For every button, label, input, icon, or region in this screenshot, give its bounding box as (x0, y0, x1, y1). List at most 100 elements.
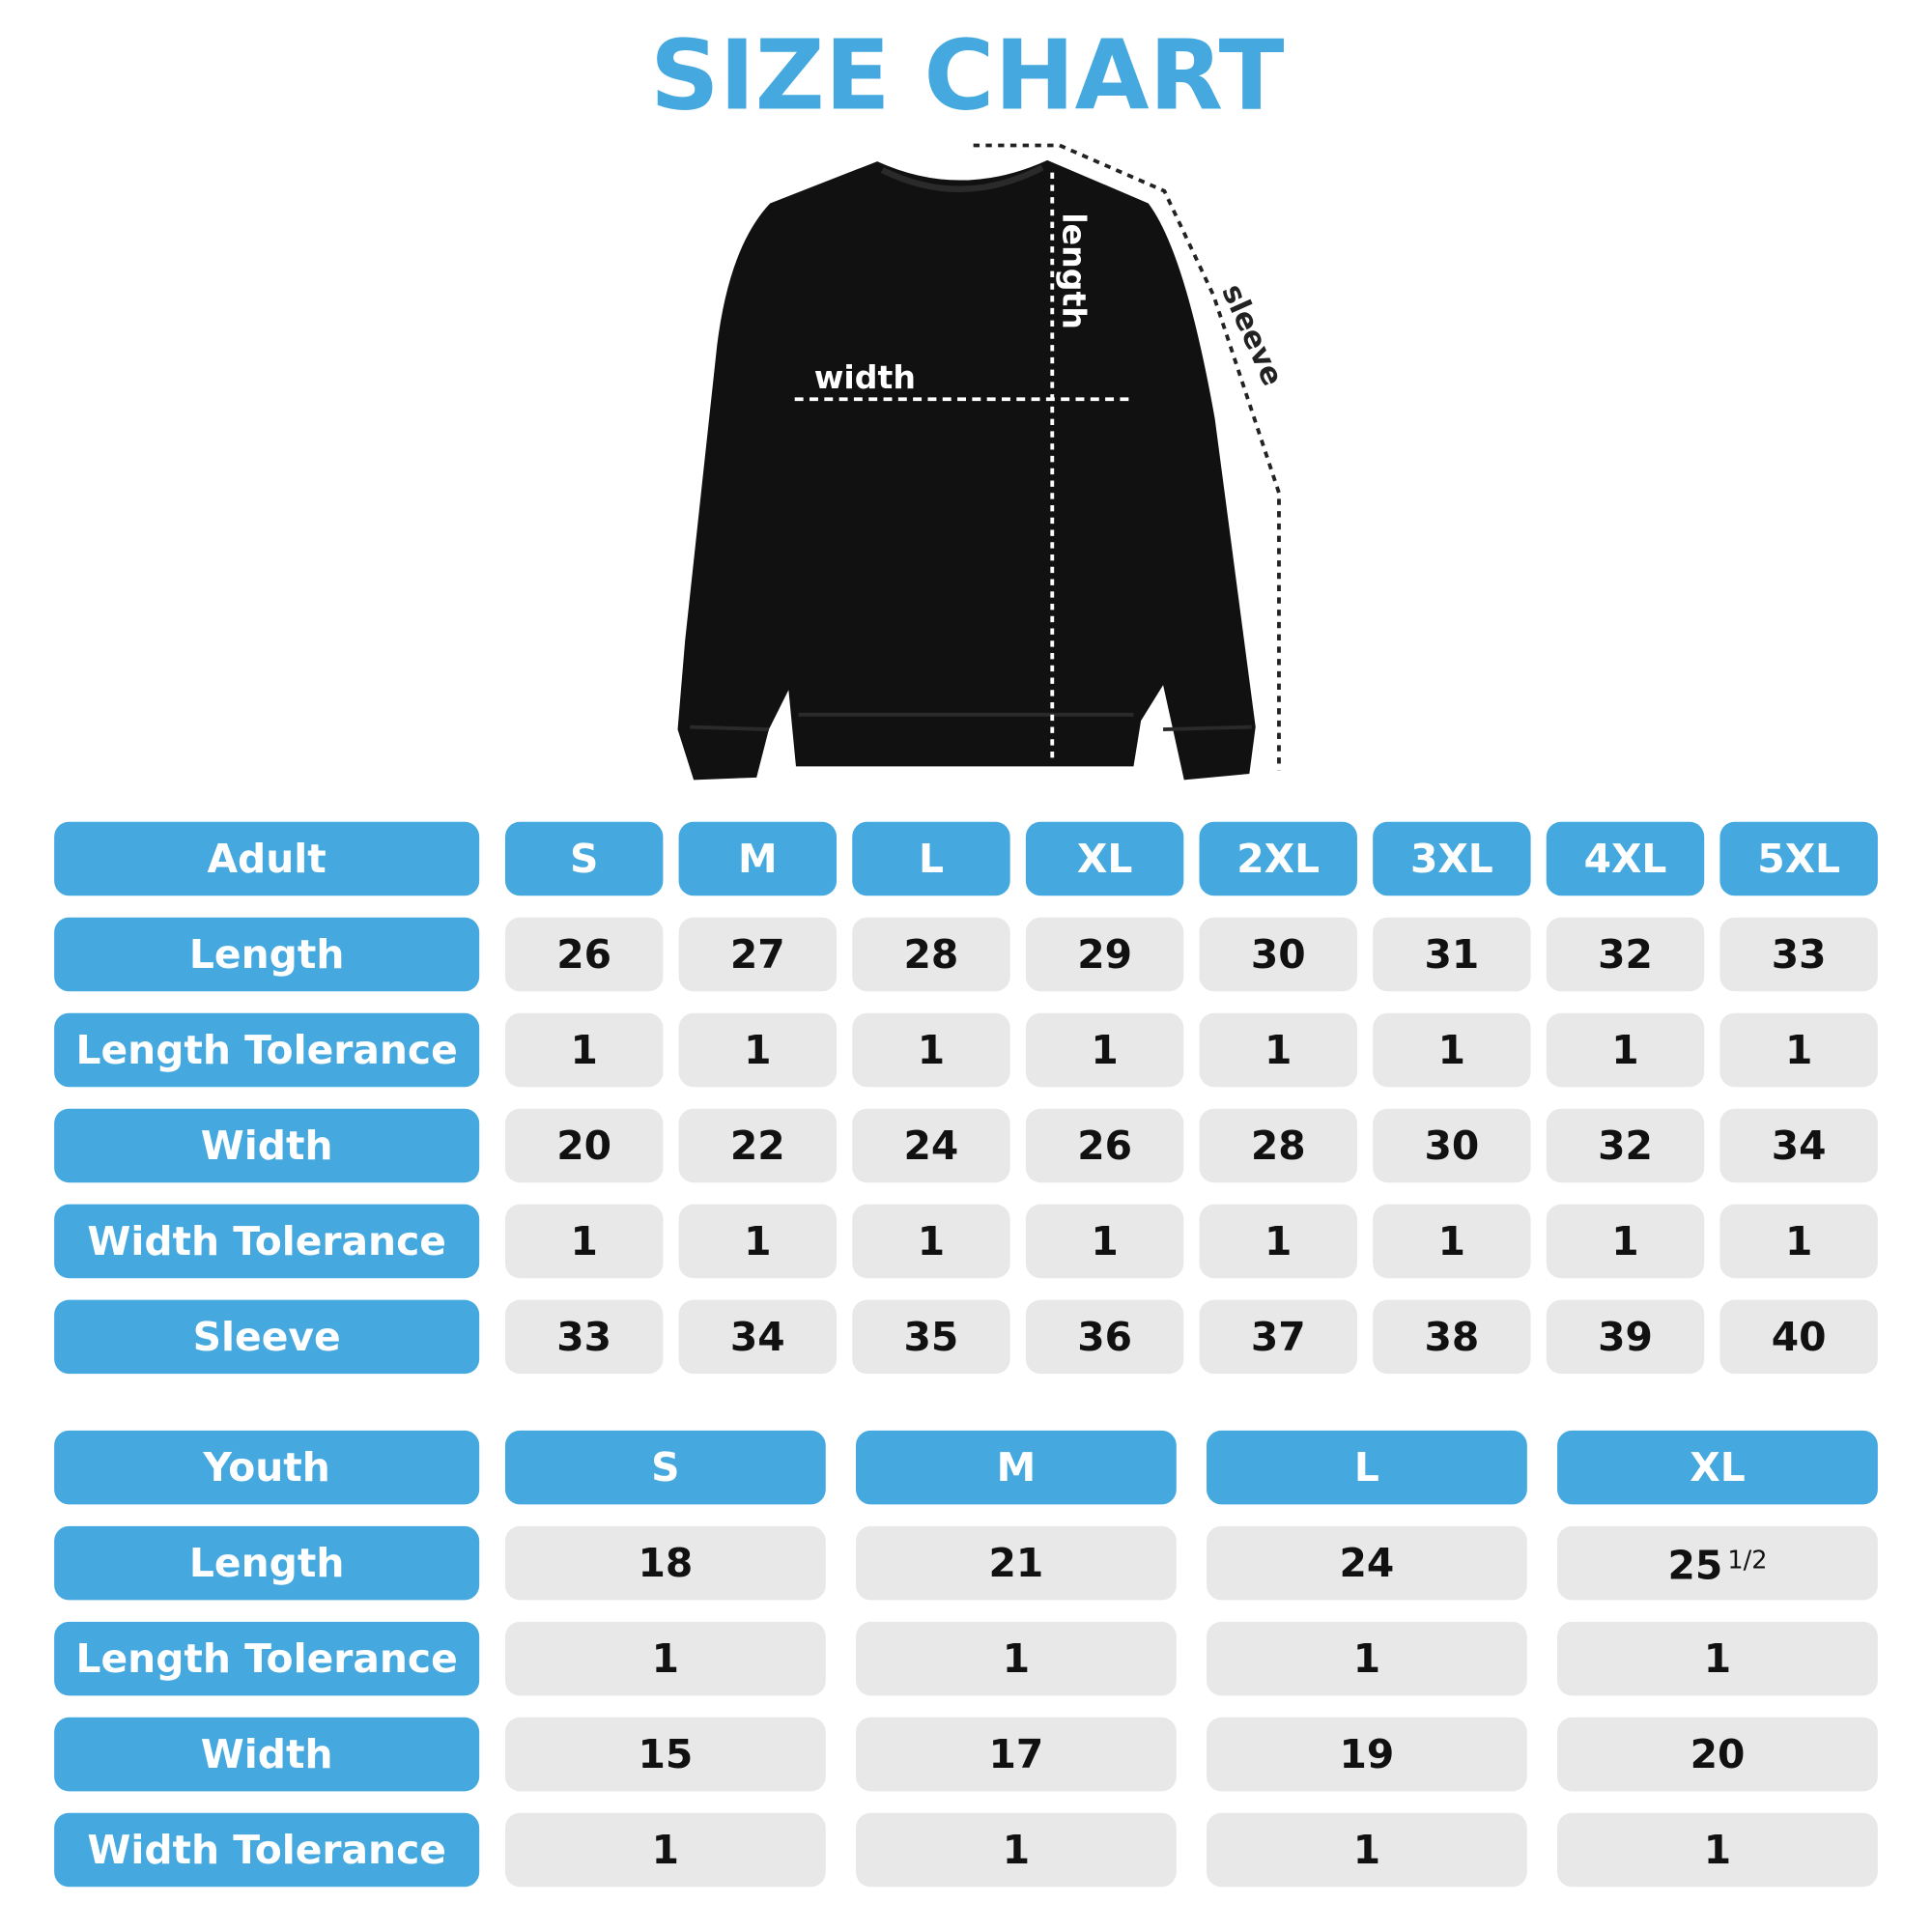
cell (1025, 1012, 1184, 1088)
size-header: 2XL (1236, 836, 1320, 882)
cell (1199, 1204, 1357, 1279)
length-label: length (1056, 213, 1094, 329)
cell-value: 33 (1772, 931, 1827, 978)
cell-value: 1 (570, 1218, 597, 1264)
cell-value: 35 (904, 1314, 959, 1360)
cell-value: 34 (1772, 1122, 1827, 1169)
cell-value: 1 (1611, 1218, 1638, 1264)
cell (852, 917, 1010, 992)
cell-value: 20 (1690, 1731, 1746, 1777)
cell-value: 34 (730, 1314, 785, 1360)
cell (855, 1621, 1177, 1696)
cell-value: 1 (744, 1218, 771, 1264)
cell-value: 39 (1598, 1314, 1653, 1360)
cell-value: 17 (988, 1731, 1043, 1777)
size-header: XL (1690, 1444, 1745, 1491)
size-header: 5XL (1757, 836, 1840, 882)
cell (1557, 1717, 1878, 1792)
cell (1207, 1717, 1527, 1792)
cell (1719, 1012, 1878, 1088)
cell (504, 1812, 826, 1888)
cell (1557, 1812, 1878, 1888)
cell (504, 1525, 826, 1601)
cell-value: 30 (1424, 1122, 1479, 1169)
row-label: Width (201, 1122, 333, 1169)
cell-value: 19 (1340, 1731, 1395, 1777)
sleeve-measure (973, 143, 1281, 771)
cell (54, 1204, 480, 1279)
cell (678, 821, 838, 896)
cell-value: 1 (1264, 1218, 1292, 1264)
cell (1546, 1299, 1705, 1375)
cell-value: 30 (1251, 931, 1306, 978)
cell (852, 1108, 1010, 1183)
cell (504, 1299, 664, 1375)
cell-value: 1 (918, 1027, 945, 1073)
size-header: L (1354, 1444, 1379, 1491)
cell (54, 1108, 480, 1183)
cell (1025, 1204, 1184, 1279)
width-label: width (814, 358, 916, 396)
cell (1719, 821, 1878, 896)
size-header: L (919, 836, 944, 882)
cell-value: 1 (570, 1027, 597, 1073)
cell-value: 1 (1264, 1027, 1292, 1073)
size-header: 3XL (1410, 836, 1493, 882)
neckline (880, 164, 1044, 192)
cell-value: 1 (1785, 1027, 1812, 1073)
size-table: Adult S M L XL 2XL 3XL 4XL 5XL Length 26 27 28 29 30 31… (54, 821, 1878, 1375)
cell-value: 25 1/2 (1668, 1543, 1768, 1589)
cell (1373, 1108, 1531, 1183)
cell (678, 1108, 838, 1183)
cell (1199, 821, 1357, 896)
cell (54, 1812, 480, 1888)
cell-value: 28 (1251, 1122, 1306, 1169)
size-header: XL (1077, 836, 1132, 882)
sweater (677, 159, 1256, 781)
cell-value: 31 (1424, 931, 1479, 978)
row-label: Width Tolerance (87, 1218, 446, 1264)
cell (504, 917, 664, 992)
size-table: Youth S M L XL Length 18 21 24 25 1/2 Length Tolera… (54, 1430, 1878, 1888)
row-label: Width Tolerance (87, 1827, 446, 1873)
row-label: Sleeve (193, 1314, 341, 1360)
cell (852, 1012, 1010, 1088)
cell (1025, 917, 1184, 992)
cell-value: 1 (1003, 1635, 1030, 1682)
cell-value: 1 (1353, 1635, 1380, 1682)
cell (1025, 1108, 1184, 1183)
cell (1546, 917, 1705, 992)
cell (1199, 1299, 1357, 1375)
cell (1199, 1012, 1357, 1088)
cell (54, 821, 480, 896)
cell-value: 20 (556, 1122, 611, 1169)
cell (855, 1812, 1177, 1888)
cell (678, 917, 838, 992)
cell (1557, 1430, 1878, 1505)
cell (855, 1717, 1177, 1792)
size-header: S (570, 836, 598, 882)
size-header: 4XL (1584, 836, 1667, 882)
size-header: S (651, 1444, 679, 1491)
cell (1025, 821, 1184, 896)
cell (852, 821, 1010, 896)
cell-value: 1 (1091, 1027, 1118, 1073)
row-label: Length Tolerance (75, 1027, 457, 1073)
cell-value: 37 (1251, 1314, 1306, 1360)
row-label: Width (201, 1731, 333, 1777)
cell-value: 32 (1598, 931, 1653, 978)
cell (504, 1621, 826, 1696)
content: SIZE CHART width length sleeve Adult S M L X… (54, 21, 1878, 1888)
cell-value: 29 (1077, 931, 1132, 978)
cell-value: 1 (1704, 1827, 1731, 1873)
cell (1373, 1299, 1531, 1375)
cell (54, 1717, 480, 1792)
row-label: Length (189, 931, 344, 978)
cell-value: 1 (1091, 1218, 1118, 1264)
cell-value: 26 (556, 931, 611, 978)
cell (504, 1430, 826, 1505)
cell-value: 21 (988, 1540, 1043, 1586)
cell (504, 1012, 664, 1088)
cell-value: 24 (1340, 1540, 1395, 1586)
cell (1719, 1204, 1878, 1279)
